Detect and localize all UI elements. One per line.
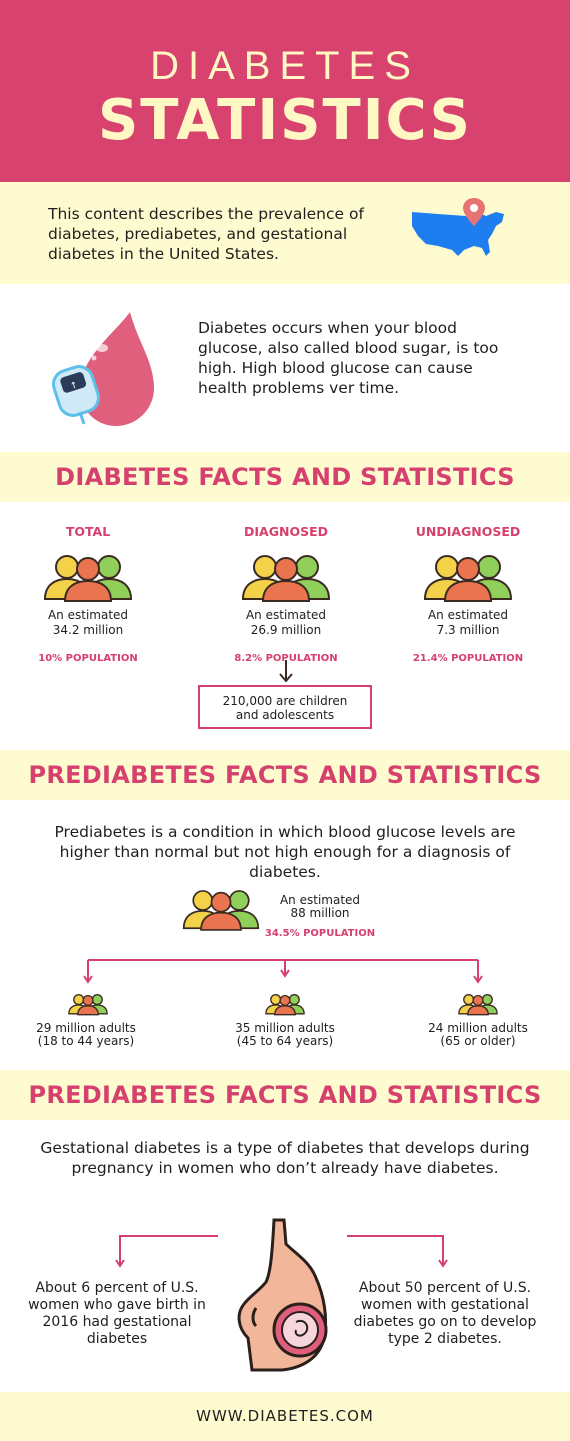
estimate-prefix: An estimated — [47, 608, 129, 622]
age-group-range: (65 or older) — [440, 1034, 516, 1048]
population-percent: 21.4% POPULATION — [412, 653, 524, 664]
estimate-value: 88 million — [290, 906, 350, 920]
age-group-count: 35 million adults — [235, 1021, 335, 1035]
population-percent: 10% POPULATION — [38, 653, 138, 664]
people-group-icon — [182, 888, 260, 936]
prediabetes-heading: PREDIABETES FACTS AND STATISTICS — [0, 750, 570, 800]
estimate-prefix: An estimated — [427, 608, 509, 622]
title-line-2: STATISTICS — [97, 88, 473, 153]
stat-column-diagnosed: DIAGNOSED An estimated 26.9 million 8.2%… — [196, 502, 376, 664]
svg-text:↑: ↑ — [69, 380, 79, 392]
children-note-box: 210,000 are children and adolescents — [198, 685, 372, 729]
population-percent: 34.5% POPULATION — [264, 928, 376, 939]
stat-label: UNDIAGNOSED — [415, 524, 521, 539]
about-text: Diabetes occurs when your blood glucose,… — [198, 319, 499, 397]
gestational-stat-left: About 6 percent of U.S. women who gave b… — [28, 1280, 206, 1347]
hero-banner: DIABETES STATISTICS — [0, 0, 570, 182]
title-line-1: DIABETES — [150, 44, 420, 88]
intro-section: This content describes the prevalence of… — [0, 182, 570, 284]
connector-left — [115, 1235, 218, 1268]
age-group-18-44: 29 million adults (18 to 44 years) — [11, 1022, 161, 1048]
prediabetes-description: Prediabetes is a condition in which bloo… — [54, 823, 516, 881]
age-group-range: (18 to 44 years) — [37, 1034, 135, 1048]
age-group-65-plus: 24 million adults (65 or older) — [403, 1022, 553, 1048]
branch-connector — [83, 959, 483, 984]
people-group-icon — [458, 993, 498, 1020]
gestational-heading: PREDIABETES FACTS AND STATISTICS — [0, 1070, 570, 1120]
footer-url: WWW.DIABETES.COM — [0, 1392, 570, 1441]
children-note-line-2: and adolescents — [235, 708, 335, 722]
pregnant-woman-icon — [237, 1218, 328, 1372]
diabetes-stats-section: TOTAL An estimated 34.2 million 10% POPU… — [0, 502, 570, 750]
gestational-section: Gestational diabetes is a type of diabet… — [0, 1120, 570, 1392]
gestational-stat-right: About 50 percent of U.S. women with gest… — [353, 1280, 537, 1347]
people-group-icon — [265, 993, 305, 1020]
age-group-45-64: 35 million adults (45 to 64 years) — [210, 1022, 360, 1048]
usa-map-icon — [412, 198, 504, 256]
people-group-icon — [68, 993, 108, 1020]
down-arrow-icon — [279, 660, 293, 683]
prediabetes-section: Prediabetes is a condition in which bloo… — [0, 800, 570, 1070]
people-group-icon — [378, 553, 558, 607]
about-section: ↑ Diabetes occurs when your blood glucos… — [0, 284, 570, 452]
location-pin-icon — [463, 198, 485, 226]
estimate-prefix: An estimated — [245, 608, 327, 622]
stat-column-total: TOTAL An estimated 34.2 million 10% POPU… — [0, 502, 178, 664]
estimate-value: 26.9 million — [250, 623, 322, 637]
estimate-text: An estimated 88 million — [270, 894, 370, 920]
estimate-value: 34.2 million — [52, 623, 124, 637]
stat-label: TOTAL — [65, 524, 111, 539]
blood-drop-glucometer-icon: ↑ — [52, 312, 154, 426]
stat-label: DIAGNOSED — [244, 524, 328, 539]
population-percent: 8.2% POPULATION — [234, 653, 338, 664]
diabetes-heading: DIABETES FACTS AND STATISTICS — [0, 452, 570, 502]
people-group-icon — [0, 553, 178, 607]
stat-column-undiagnosed: UNDIAGNOSED An estimated 7.3 million 21.… — [378, 502, 558, 664]
estimate-value: 7.3 million — [436, 623, 500, 637]
age-group-count: 24 million adults — [428, 1021, 528, 1035]
children-note-line-1: 210,000 are children — [222, 694, 348, 708]
intro-text: This content describes the prevalence of… — [48, 205, 364, 263]
people-group-icon — [196, 553, 376, 607]
age-group-count: 29 million adults — [36, 1021, 136, 1035]
connector-right — [347, 1235, 448, 1268]
age-group-range: (45 to 64 years) — [236, 1034, 334, 1048]
gestational-description: Gestational diabetes is a type of diabet… — [40, 1139, 530, 1177]
estimate-prefix: An estimated — [279, 893, 361, 907]
